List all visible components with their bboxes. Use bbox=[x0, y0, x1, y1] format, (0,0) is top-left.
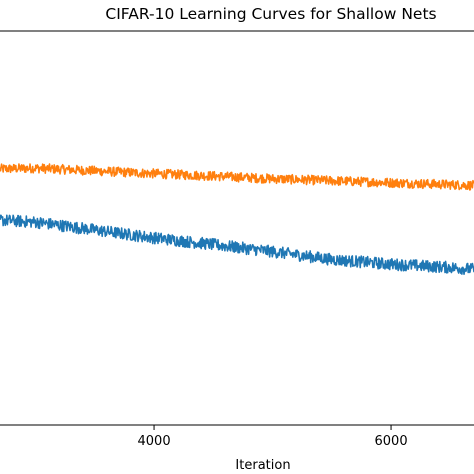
x-tick-label: 4000 bbox=[138, 434, 171, 449]
x-axis-label: Iteration bbox=[235, 458, 290, 473]
x-tick-label: 6000 bbox=[375, 434, 408, 449]
series-line-0 bbox=[0, 163, 474, 191]
series-line-1 bbox=[0, 214, 474, 276]
chart-title: CIFAR-10 Learning Curves for Shallow Net… bbox=[105, 5, 436, 23]
